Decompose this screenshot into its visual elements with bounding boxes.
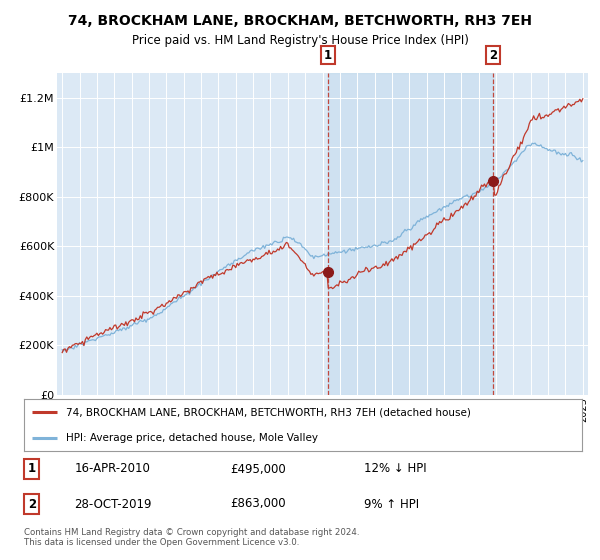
Text: 74, BROCKHAM LANE, BROCKHAM, BETCHWORTH, RH3 7EH: 74, BROCKHAM LANE, BROCKHAM, BETCHWORTH,… <box>68 14 532 28</box>
Bar <box>328 73 493 395</box>
Text: 16-APR-2010: 16-APR-2010 <box>74 463 150 475</box>
Text: 2: 2 <box>28 497 36 511</box>
Text: HPI: Average price, detached house, Mole Valley: HPI: Average price, detached house, Mole… <box>66 433 318 443</box>
Text: 9% ↑ HPI: 9% ↑ HPI <box>364 497 419 511</box>
Text: £495,000: £495,000 <box>230 463 286 475</box>
Text: £863,000: £863,000 <box>230 497 286 511</box>
Text: 1: 1 <box>28 463 36 475</box>
Text: 1: 1 <box>323 49 332 62</box>
Text: 28-OCT-2019: 28-OCT-2019 <box>74 497 152 511</box>
Text: Contains HM Land Registry data © Crown copyright and database right 2024.
This d: Contains HM Land Registry data © Crown c… <box>24 528 359 547</box>
Text: 74, BROCKHAM LANE, BROCKHAM, BETCHWORTH, RH3 7EH (detached house): 74, BROCKHAM LANE, BROCKHAM, BETCHWORTH,… <box>66 407 471 417</box>
Text: 2: 2 <box>489 49 497 62</box>
Text: 12% ↓ HPI: 12% ↓ HPI <box>364 463 427 475</box>
Text: Price paid vs. HM Land Registry's House Price Index (HPI): Price paid vs. HM Land Registry's House … <box>131 34 469 46</box>
